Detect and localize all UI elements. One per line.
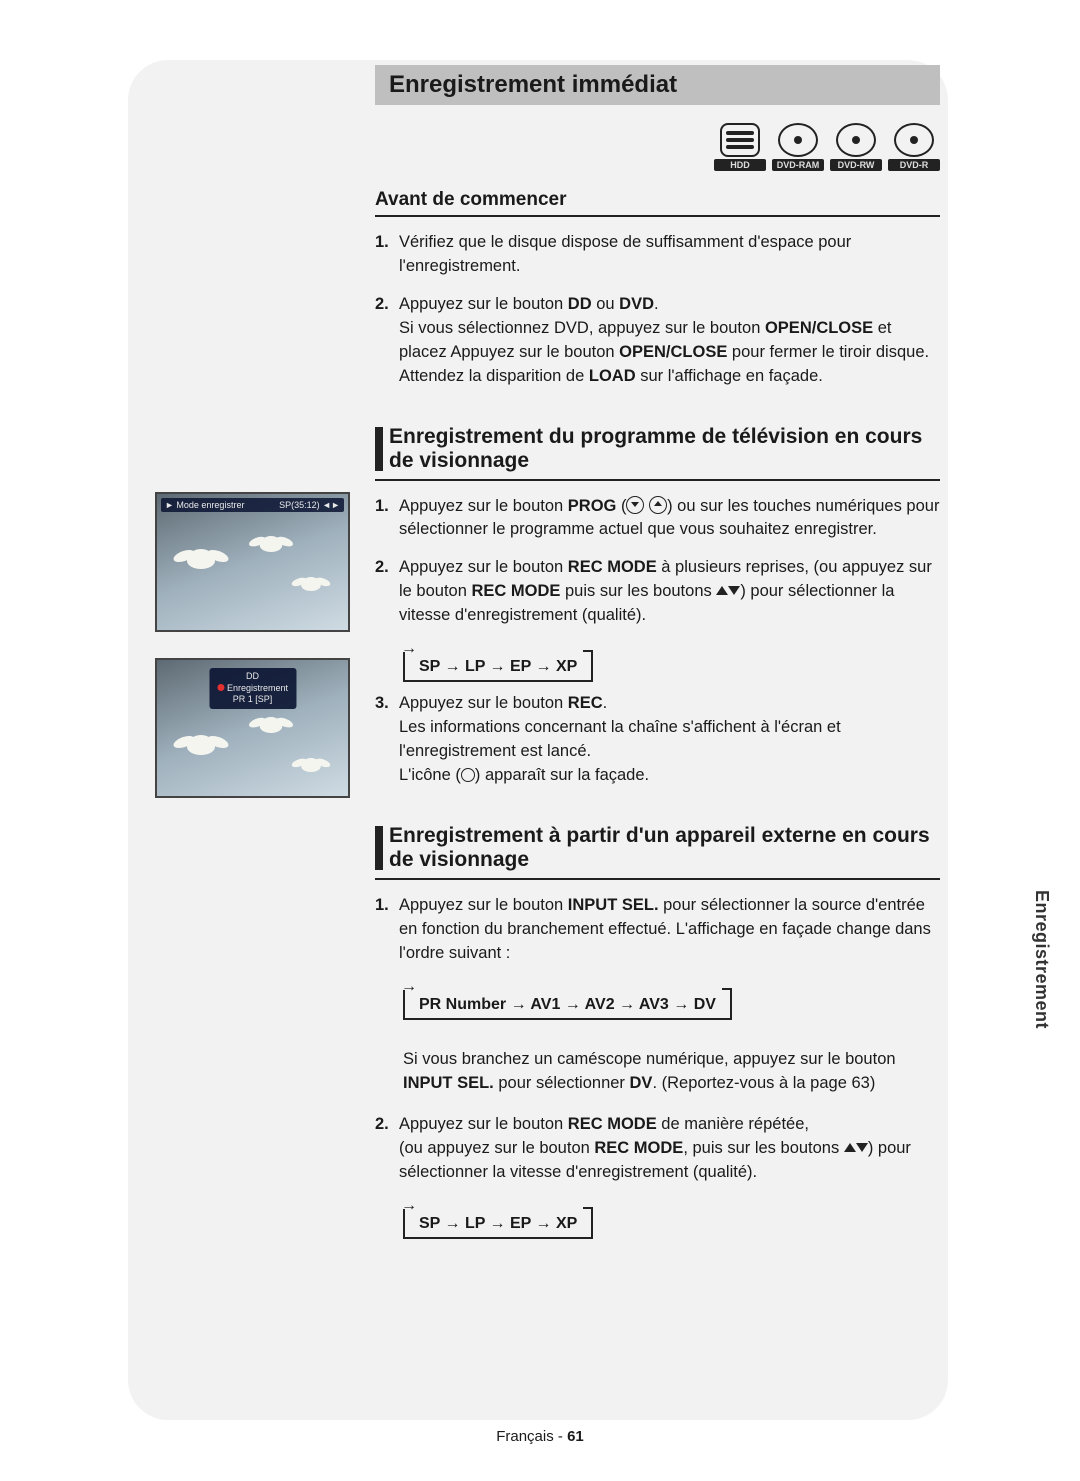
tv-recording-list: 1. Appuyez sur le bouton PROG ( ) ou sur… (375, 495, 940, 629)
footer-page: 61 (567, 1428, 584, 1445)
rec-icon (461, 768, 475, 782)
section-title: Enregistrement immédiat (375, 65, 940, 105)
dvd-ram-icon: DVD-RAM (772, 123, 824, 171)
media-icons: HDD DVD-RAM DVD-RW DVD-R (375, 123, 940, 171)
prog-up-icon (649, 496, 667, 514)
step-body: Appuyez sur le bouton PROG ( ) ou sur le… (399, 495, 940, 543)
prog-down-icon (626, 496, 644, 514)
step: 1. Appuyez sur le bouton PROG ( ) ou sur… (375, 495, 940, 543)
before-start-heading: Avant de commencer (375, 189, 940, 217)
tv-recording-list-2: 3. Appuyez sur le bouton REC. Les inform… (375, 692, 940, 788)
osd-bar: ► Mode enregistrer SP(35:12) ◄► (161, 498, 344, 512)
step: 2. Appuyez sur le bouton REC MODE de man… (375, 1113, 940, 1185)
osd-line3: PR 1 [SP] (217, 694, 288, 706)
side-tab: Enregistrement (1031, 890, 1052, 1029)
osd-line2: Enregistrement (217, 683, 288, 695)
tv-recording-heading: Enregistrement du programme de télévisio… (375, 425, 940, 481)
screenshot-recording: DD Enregistrement PR 1 [SP] (155, 658, 350, 798)
screenshot-rec-mode: ► Mode enregistrer SP(35:12) ◄► (155, 492, 350, 632)
osd-right: SP(35:12) ◄► (279, 500, 340, 510)
step-body: Appuyez sur le bouton INPUT SEL. pour sé… (399, 894, 940, 966)
step-body: Appuyez sur le bouton DD ou DVD. Si vous… (399, 293, 940, 389)
camcorder-note: Si vous branchez un caméscope numérique,… (403, 1048, 940, 1096)
side-tab-label: Enregistrement (1032, 890, 1052, 1029)
osd-line1: DD (217, 671, 288, 683)
step: 1. Appuyez sur le bouton INPUT SEL. pour… (375, 894, 940, 966)
ext-recording-list-2: 2. Appuyez sur le bouton REC MODE de man… (375, 1113, 940, 1185)
step: 3. Appuyez sur le bouton REC. Les inform… (375, 692, 940, 788)
footer-language: Français (496, 1428, 554, 1445)
down-triangle-icon (856, 1143, 868, 1152)
dvd-rw-icon: DVD-RW (830, 123, 882, 171)
footer: Français - 61 (0, 1428, 1080, 1445)
quality-cycle-2: SP → LP → EP → XP (403, 1209, 593, 1239)
step: 2. Appuyez sur le bouton DD ou DVD. Si v… (375, 293, 940, 389)
before-start-list: 1. Vérifiez que le disque dispose de suf… (375, 231, 940, 389)
step-body: Appuyez sur le bouton REC MODE de manièr… (399, 1113, 940, 1185)
up-triangle-icon (716, 586, 728, 595)
dvd-r-icon: DVD-R (888, 123, 940, 171)
content: Enregistrement immédiat HDD DVD-RAM DVD-… (375, 65, 940, 1249)
step-body: Appuyez sur le bouton REC MODE à plusieu… (399, 556, 940, 628)
osd-center: DD Enregistrement PR 1 [SP] (209, 668, 296, 709)
quality-cycle: SP → LP → EP → XP (403, 652, 593, 682)
ext-recording-list: 1. Appuyez sur le bouton INPUT SEL. pour… (375, 894, 940, 966)
down-triangle-icon (728, 586, 740, 595)
step: 2. Appuyez sur le bouton REC MODE à plus… (375, 556, 940, 628)
hdd-icon: HDD (714, 123, 766, 171)
ext-recording-heading: Enregistrement à partir d'un appareil ex… (375, 824, 940, 880)
osd-left: ► Mode enregistrer (165, 500, 244, 510)
step: 1. Vérifiez que le disque dispose de suf… (375, 231, 940, 279)
step-body: Appuyez sur le bouton REC. Les informati… (399, 692, 940, 788)
up-triangle-icon (844, 1143, 856, 1152)
step-body: Vérifiez que le disque dispose de suffis… (399, 231, 940, 279)
input-cycle: PR Number → AV1 → AV2 → AV3 → DV (403, 990, 732, 1020)
